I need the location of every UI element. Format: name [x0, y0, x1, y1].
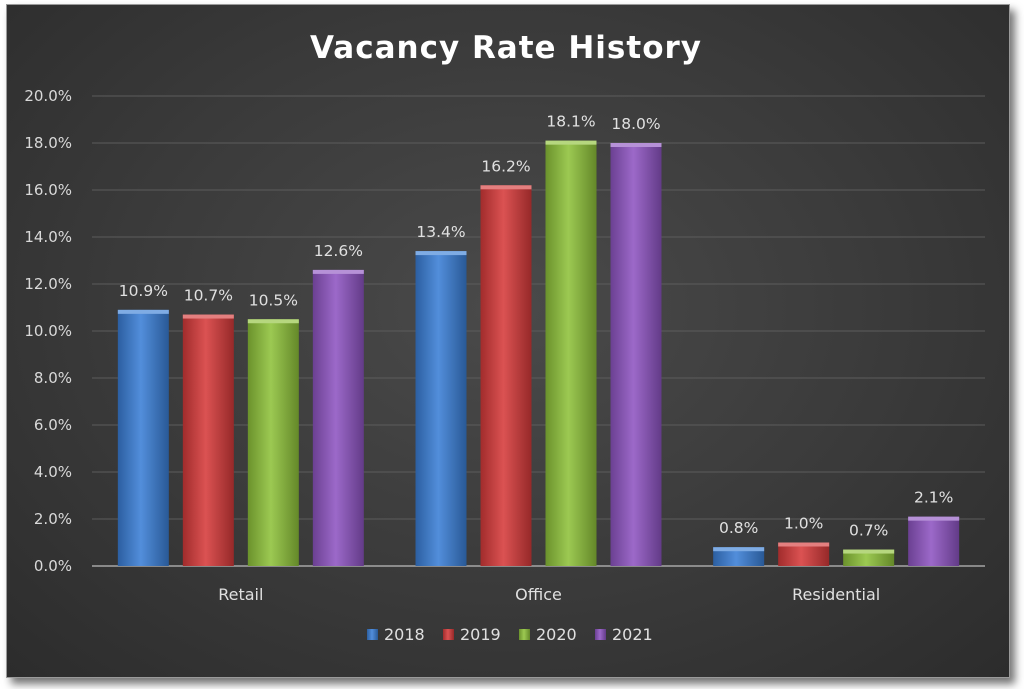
bar-residential-2020: [843, 549, 895, 566]
bar-office-2018: [415, 251, 467, 566]
legend-entry-2019: 2019: [460, 625, 501, 644]
gridlines: [92, 95, 985, 567]
data-label: 0.7%: [849, 522, 888, 540]
y-tick-label: 10.0%: [24, 322, 72, 340]
y-axis: 0.0% 2.0% 4.0% 6.0% 8.0% 10.0% 12.0% 14.0% 16.0%…: [24, 87, 72, 575]
bars: [117, 140, 960, 567]
bar-retail-2019: [182, 314, 234, 566]
bar-top-bevel: [908, 516, 960, 521]
y-tick-label: 20.0%: [24, 87, 72, 105]
bar-top-bevel: [312, 269, 364, 274]
y-tick-label: 16.0%: [24, 181, 72, 199]
y-tick-label: 2.0%: [34, 510, 72, 528]
data-label: 13.4%: [416, 223, 465, 241]
y-tick-label: 4.0%: [34, 463, 72, 481]
x-category-label: Residential: [792, 585, 880, 604]
bar-office-2021: [610, 143, 662, 566]
bar-top-bevel: [778, 542, 830, 547]
legend-swatch: [595, 629, 606, 640]
bar-retail-2021: [312, 269, 364, 566]
bar-retail-2020: [247, 319, 299, 566]
legend-entry-2018: 2018: [384, 625, 425, 644]
data-label: 18.1%: [546, 113, 595, 131]
bar-top-bevel: [545, 140, 597, 145]
legend-swatch: [519, 629, 530, 640]
legend-entry-2021: 2021: [612, 625, 653, 644]
chart-title: Vacancy Rate History: [310, 30, 702, 66]
bar-top-bevel: [415, 251, 467, 256]
bar-top-bevel: [247, 319, 299, 324]
data-label: 10.5%: [249, 291, 298, 309]
bar-top-bevel: [480, 185, 532, 190]
data-label: 12.6%: [314, 242, 363, 260]
data-labels: 10.9% 10.7% 10.5% 12.6% 13.4% 16.2% 18.1% 18.0%…: [119, 113, 954, 540]
y-tick-label: 8.0%: [34, 369, 72, 387]
legend-swatch: [367, 629, 378, 640]
bar-residential-2018: [713, 547, 765, 566]
data-label: 2.1%: [914, 489, 953, 507]
bar-top-bevel: [843, 549, 895, 554]
data-label: 10.9%: [119, 282, 168, 300]
bar-top-bevel: [182, 314, 234, 319]
bar-residential-2021: [908, 516, 960, 566]
x-axis: Retail Office Residential: [218, 585, 880, 604]
data-label: 0.8%: [719, 519, 758, 537]
bar-office-2019: [480, 185, 532, 567]
data-label: 1.0%: [784, 515, 823, 533]
y-tick-label: 14.0%: [24, 228, 72, 246]
bar-top-bevel: [117, 309, 169, 314]
bar-top-bevel: [713, 547, 765, 552]
legend: 2018 2019 2020 2021: [367, 625, 653, 644]
bar-office-2020: [545, 140, 597, 566]
bar-residential-2019: [778, 542, 830, 566]
x-category-label: Office: [515, 585, 562, 604]
legend-swatch: [443, 629, 454, 640]
y-tick-label: 18.0%: [24, 134, 72, 152]
data-label: 18.0%: [611, 115, 660, 133]
data-label: 10.7%: [184, 287, 233, 305]
x-category-label: Retail: [218, 585, 263, 604]
y-tick-label: 12.0%: [24, 275, 72, 293]
y-tick-label: 0.0%: [34, 557, 72, 575]
legend-entry-2020: 2020: [536, 625, 577, 644]
data-label: 16.2%: [481, 157, 530, 175]
bar-retail-2018: [117, 309, 169, 566]
y-tick-label: 6.0%: [34, 416, 72, 434]
bar-top-bevel: [610, 143, 662, 147]
